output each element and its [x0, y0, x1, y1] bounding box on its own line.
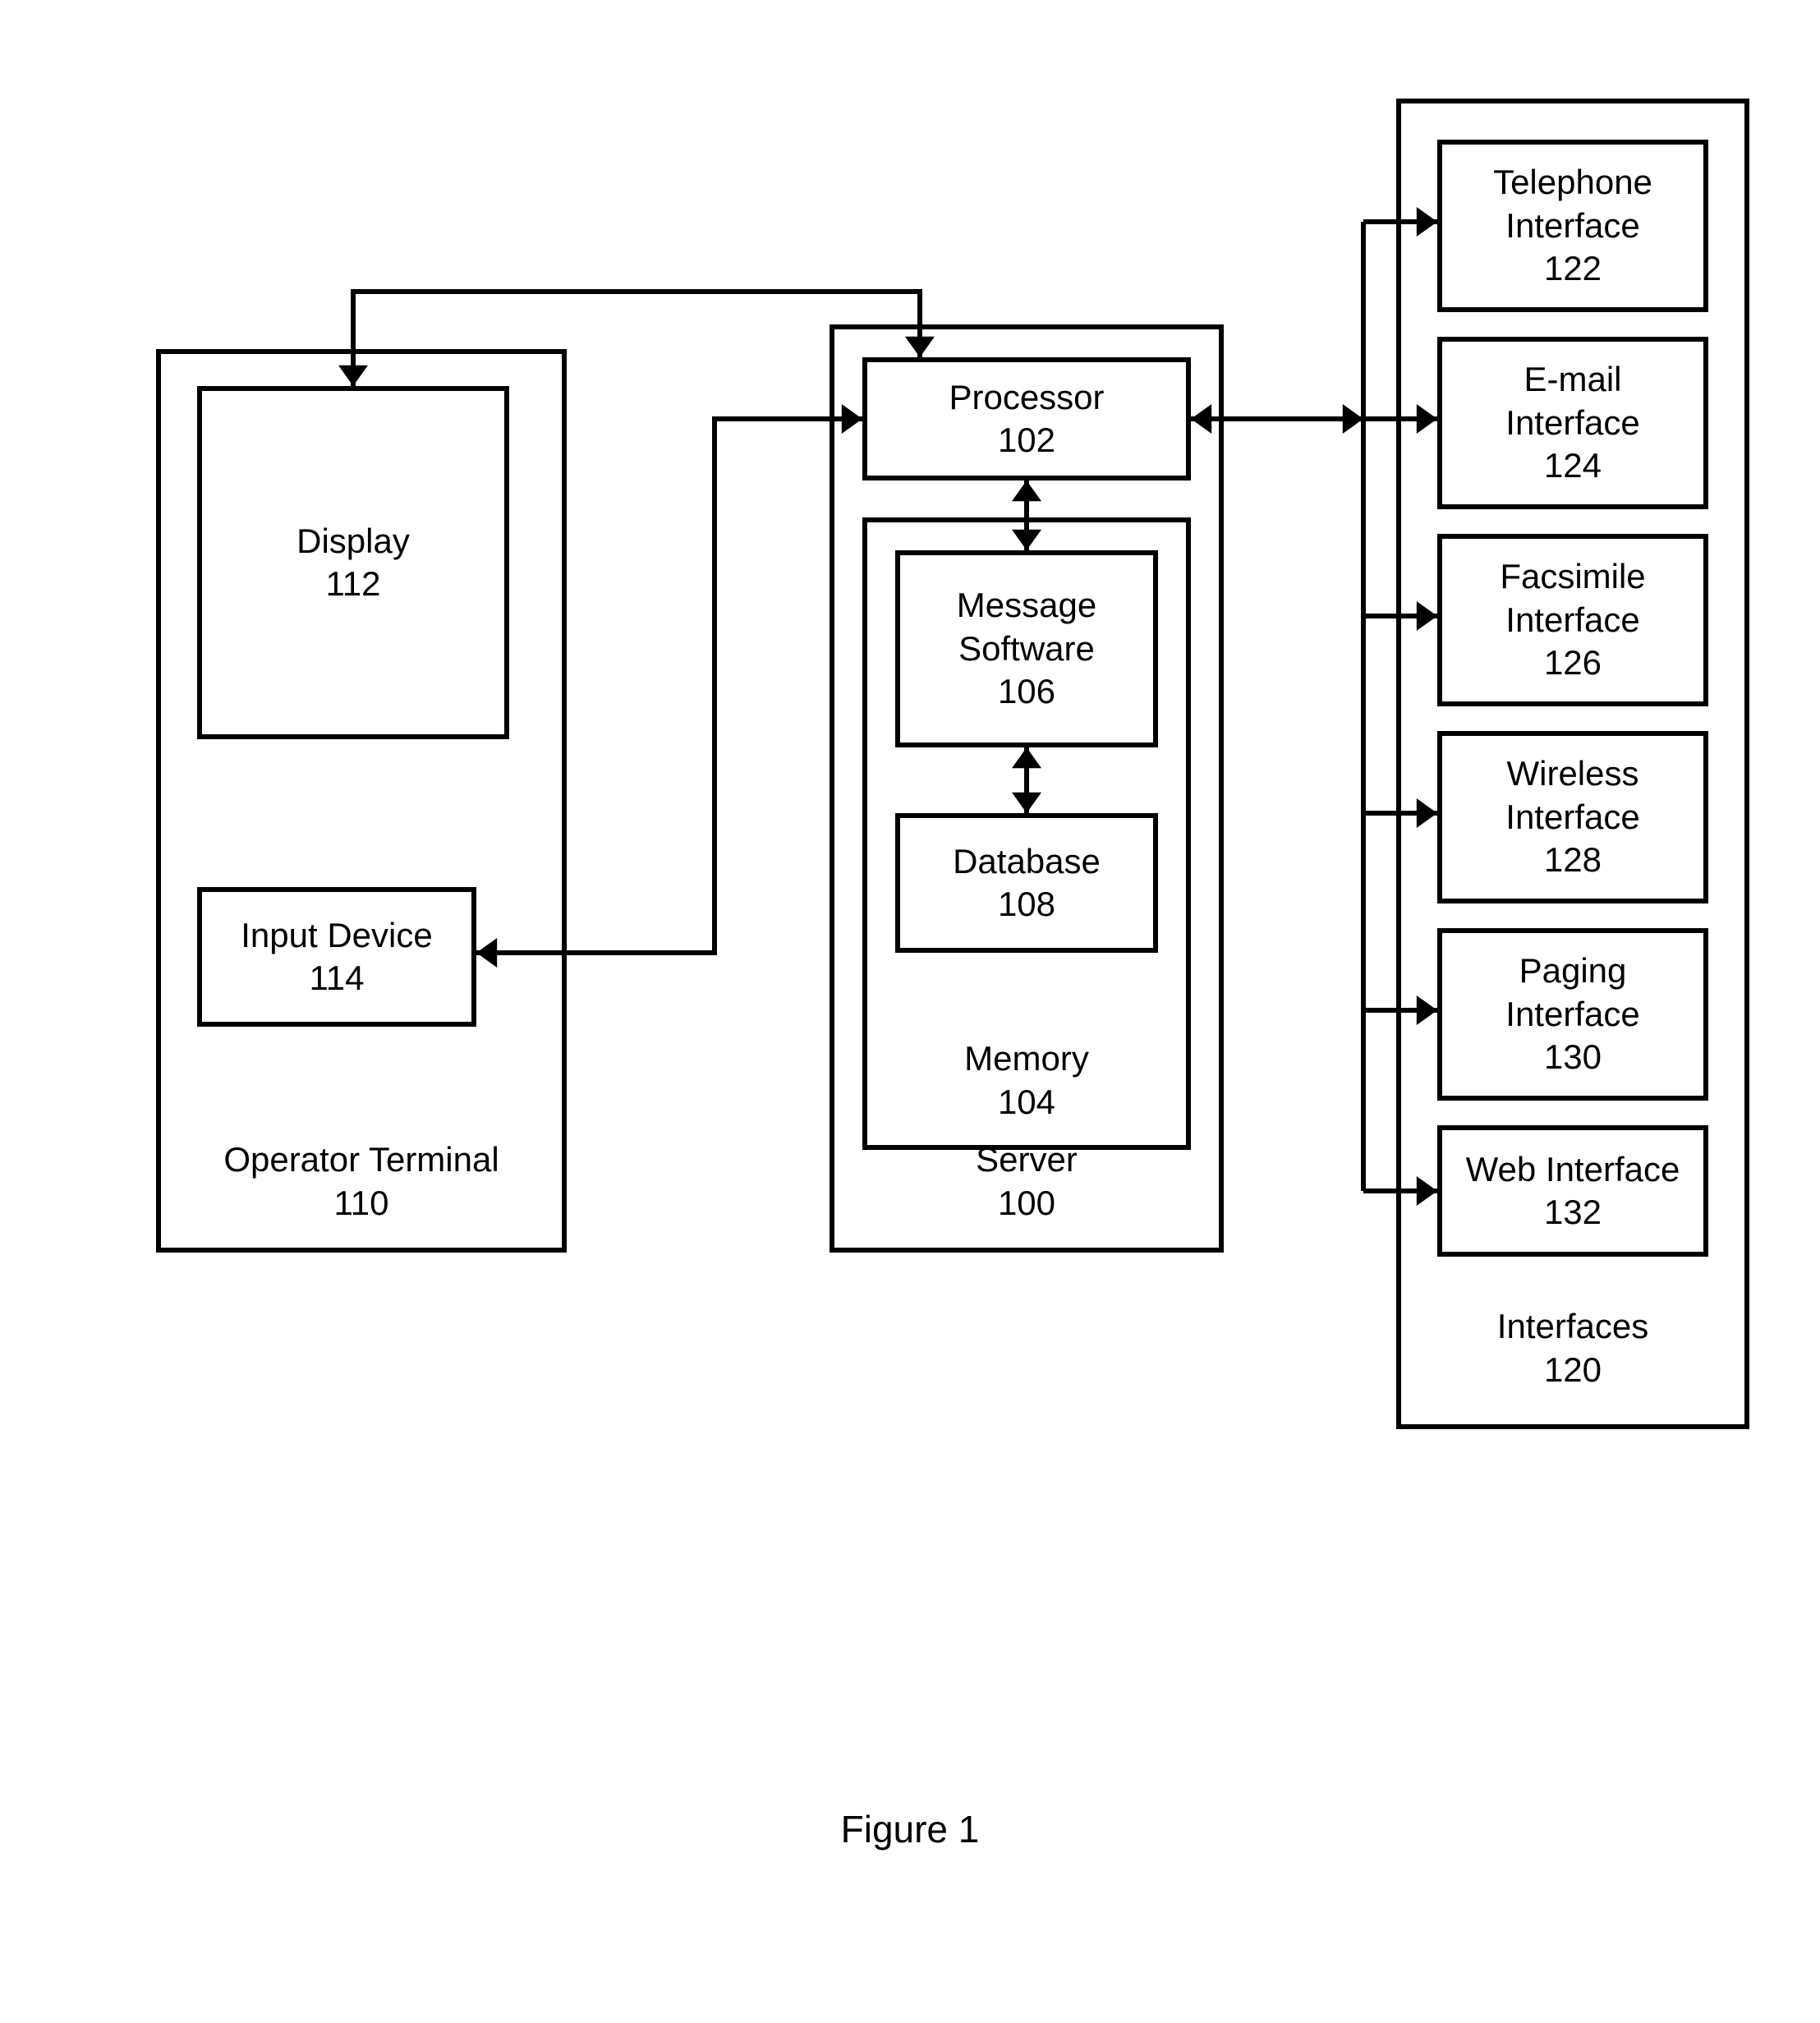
figure-caption: Figure 1: [0, 1807, 1820, 1851]
diagram-canvas: Operator Terminal 110 Display 112 Input …: [0, 0, 1820, 2023]
connectors-svg: [0, 0, 1820, 2023]
edge-inputdevice-to-processor: [476, 419, 862, 953]
figure-caption-text: Figure 1: [841, 1808, 980, 1851]
edge-display-to-processor: [353, 292, 920, 386]
